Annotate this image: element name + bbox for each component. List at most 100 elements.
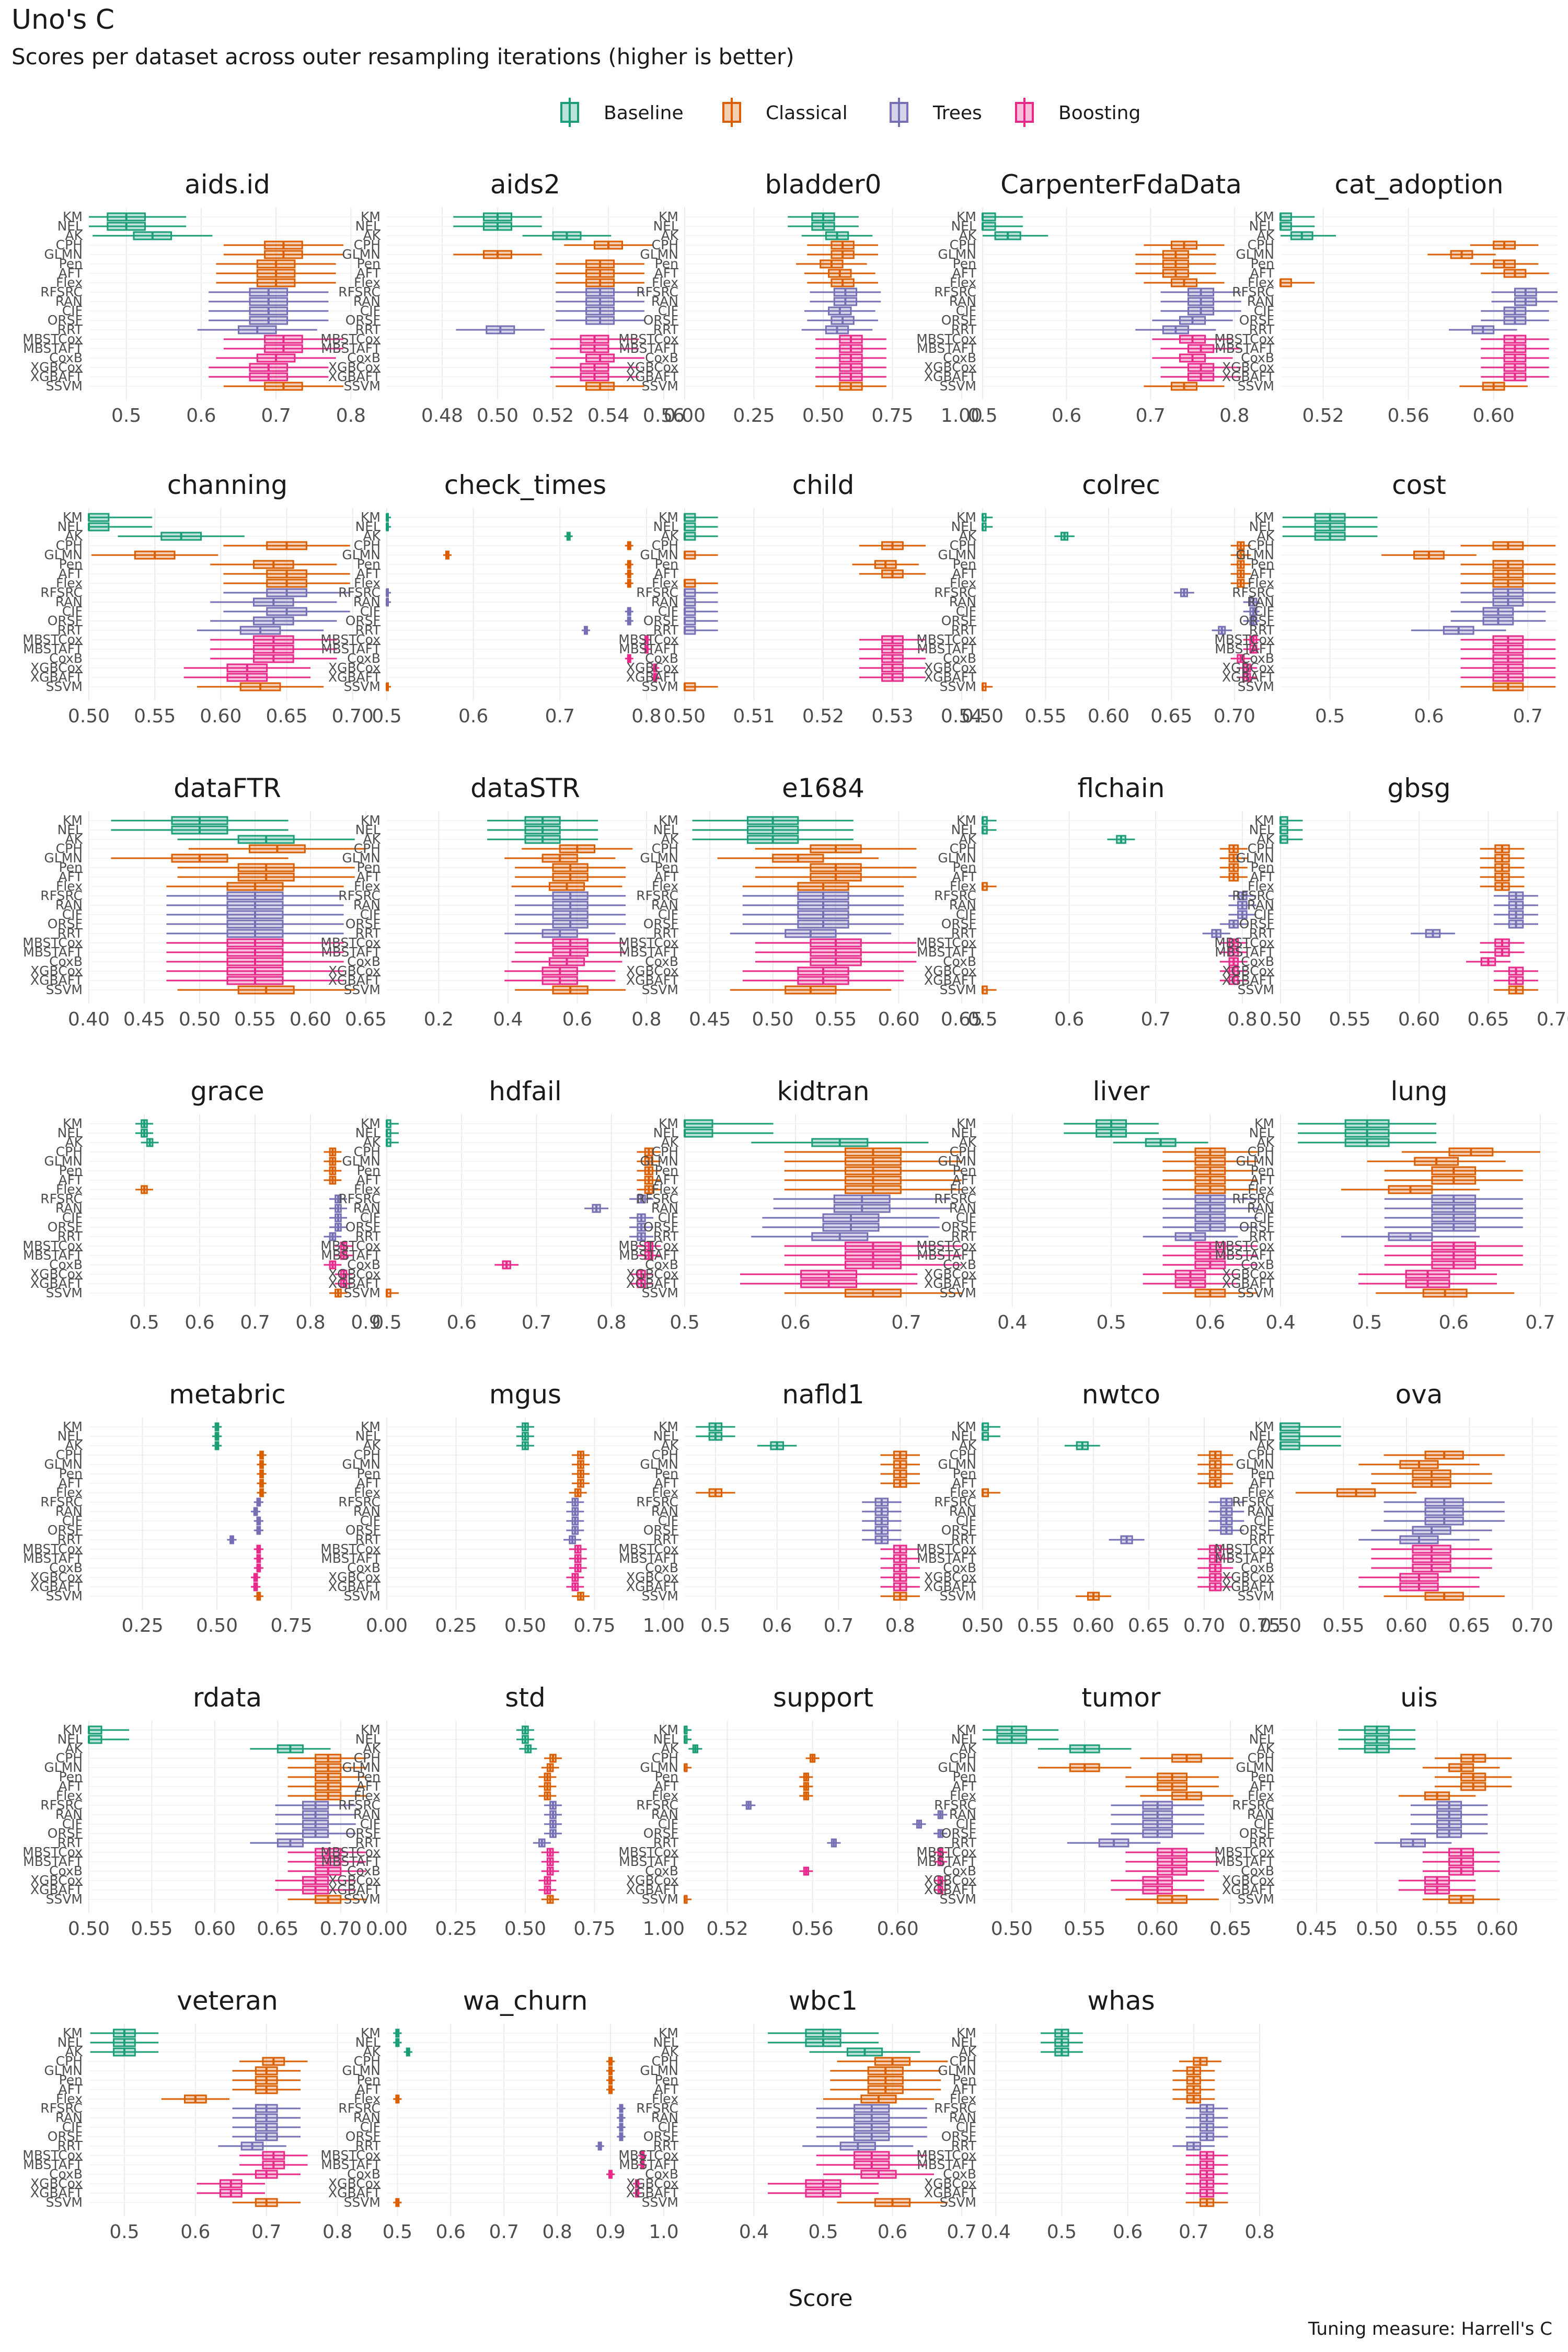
box-ORSF: [807, 316, 878, 325]
facet-title: cat_adoption: [1334, 169, 1503, 200]
learner-label: MBSTAFT: [321, 641, 381, 656]
box-RFSRC: [1174, 588, 1194, 597]
box-XGBCox: [1185, 2179, 1228, 2188]
box-RFSRC: [556, 287, 644, 297]
box-CIF: [275, 1819, 356, 1829]
box-MBSTAFT: [1460, 644, 1556, 654]
box-ORSF: [210, 616, 337, 626]
box-SSVM: [1383, 1592, 1505, 1601]
box-Flex: [1460, 579, 1556, 588]
box-Flex: [538, 1791, 557, 1801]
learner-label: Flex: [354, 275, 381, 290]
learner-label: RFSRC: [934, 585, 976, 600]
box-GLMN: [1381, 550, 1477, 560]
box-KM: [684, 1725, 692, 1735]
learner-label: KM: [63, 813, 83, 828]
tick-label: 0.52: [706, 1918, 748, 1940]
box-CPH: [1197, 1450, 1233, 1460]
tick-label: 0.7: [1179, 2221, 1208, 2243]
tick-label: 0.65: [1150, 706, 1192, 727]
learner-label: KM: [361, 510, 381, 525]
facet-wa_churn: wa_churnKMNELAKCPHGLMNPenAFTFlexRFSRCRAN…: [320, 1986, 678, 2243]
box-ORSF: [1481, 316, 1549, 325]
learner-label: RRT: [57, 622, 83, 638]
tick-label: 0.60: [1477, 1918, 1518, 1940]
learner-label: Flex: [56, 1182, 83, 1197]
learner-label: ORSF: [48, 1219, 83, 1235]
learner-label: SSVM: [940, 1285, 976, 1300]
box-GLMN: [111, 854, 289, 863]
box-MBSTAFT: [859, 644, 926, 654]
learner-label: NEL: [1249, 519, 1274, 534]
box-AFT: [1480, 872, 1525, 882]
learner-label: XGBAFT: [1222, 973, 1275, 988]
learner-label: Pen: [953, 557, 976, 572]
learner-label: KM: [956, 813, 976, 828]
box-XGBAFT: [166, 976, 344, 985]
box-XGBCox: [651, 663, 660, 673]
box-SSVM: [393, 2198, 402, 2207]
box-AK: [688, 1744, 702, 1754]
iqr-box: [1279, 1432, 1300, 1441]
box-MBSTCox: [642, 635, 651, 644]
box-RAN: [1410, 1810, 1488, 1819]
tick-label: 0.56: [1388, 405, 1429, 426]
learner-label: Pen: [953, 256, 976, 271]
learner-label: RFSRC: [338, 284, 381, 299]
box-ORSF: [544, 1829, 562, 1838]
learner-label: XGBCox: [626, 660, 678, 675]
learner-label: ORSF: [345, 613, 381, 628]
box-MBSTAFT: [880, 1554, 920, 1563]
box-RFSRC: [1384, 1194, 1523, 1204]
box-MBSTAFT: [239, 2160, 308, 2170]
facet-e1684: e1684KMNELAKCPHGLMNPenAFTFlexRFSRCRANCIF…: [618, 773, 983, 1030]
tick-label: 1.00: [643, 1918, 685, 1940]
box-XGBCox: [538, 1876, 557, 1885]
box-RAN: [386, 597, 391, 607]
box-CoxB: [606, 2170, 615, 2179]
box-CIF: [515, 910, 626, 919]
learner-label: SSVM: [642, 2195, 678, 2210]
learner-label: CPH: [354, 841, 381, 856]
box-AFT: [755, 872, 917, 882]
box-Pen: [1197, 1469, 1233, 1479]
box-XGBAFT: [183, 673, 310, 682]
box-RRT: [1172, 2141, 1215, 2151]
box-XGBAFT: [651, 673, 660, 682]
box-MBSTAFT: [755, 948, 917, 957]
box-AFT: [1197, 1479, 1233, 1488]
learner-label: RAN: [55, 294, 83, 309]
learner-label: GLMN: [938, 247, 976, 262]
learner-label: CIF: [658, 303, 678, 318]
box-RFSRC: [232, 2104, 301, 2113]
box-Pen: [1230, 560, 1251, 569]
learner-label: GLMN: [44, 1154, 83, 1169]
learner-label: Flex: [1248, 575, 1274, 591]
tick-label: 0.6: [1052, 405, 1081, 426]
box-RAN: [1111, 1810, 1204, 1819]
tick-label: 0.54: [587, 405, 629, 426]
box-ORSF: [166, 919, 344, 929]
tick-label: 0.60: [1473, 405, 1515, 426]
iqr-box: [88, 522, 110, 532]
box-AK: [516, 1441, 534, 1450]
box-CPH: [324, 1147, 342, 1157]
box-Pen: [210, 560, 337, 569]
tick-label: 0.50: [962, 706, 1004, 727]
box-AK: [141, 1138, 159, 1147]
learner-label: RRT: [57, 322, 83, 337]
box-MBSTCox: [1219, 938, 1248, 948]
box-MBSTCox: [210, 635, 337, 644]
box-KM: [487, 816, 598, 825]
box-Pen: [556, 259, 644, 269]
learner-label: SSVM: [642, 1892, 678, 1907]
box-RAN: [584, 1204, 608, 1213]
box-NEL: [684, 1735, 692, 1744]
box-KM: [982, 816, 997, 825]
learner-label: NEL: [57, 519, 83, 534]
box-SSVM: [1125, 1895, 1219, 1904]
box-SSVM: [197, 682, 324, 691]
box-GLMN: [1197, 1460, 1233, 1469]
box-CoxB: [1219, 957, 1248, 966]
box-RAN: [773, 1204, 951, 1213]
